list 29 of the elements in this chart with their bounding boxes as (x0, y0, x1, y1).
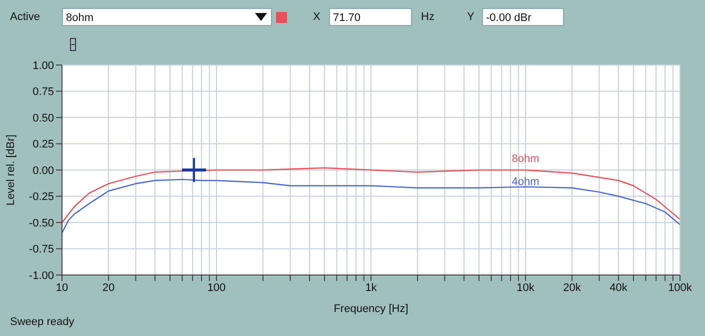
text: -0.00 dBr (482, 8, 564, 26)
y-tick-label: 1.00 (32, 60, 54, 72)
series-label: 8ohm (512, 153, 540, 165)
x-tick-label: 100 (207, 282, 226, 294)
x-tick-label: 10 (56, 282, 68, 294)
text: Active (10, 10, 40, 25)
y-tick-label: -0.25 (28, 191, 54, 204)
text: Sweep ready (10, 316, 74, 328)
text: 8ohm (62, 8, 272, 26)
series-label: 4ohm (512, 176, 540, 188)
y-tick-label: 0.75 (32, 86, 54, 98)
y-tick-label: -0.50 (28, 217, 54, 230)
x-tick-label: 1k (365, 282, 378, 294)
x-tick-label: 10k (516, 282, 535, 294)
x-tick-label: 20 (102, 282, 115, 294)
y-tick-label: -1.00 (28, 270, 54, 282)
x-tick-label: 100k (668, 282, 692, 294)
x-tick-label: 20k (563, 282, 582, 294)
text: 71.70 (329, 8, 412, 26)
x-tick-label: 40k (610, 282, 628, 294)
text: Hz (421, 10, 434, 25)
y-tick-label: -0.75 (28, 244, 54, 256)
y-tick-label: 0.50 (32, 112, 54, 124)
text: X (313, 10, 320, 25)
y-axis-title: Level rel. [dBr] (4, 134, 17, 206)
x-axis-title: Frequency [Hz] (334, 303, 408, 315)
y-tick-label: 0.00 (32, 164, 54, 177)
text: Y (467, 10, 474, 25)
y-tick-label: 0.25 (32, 138, 54, 151)
